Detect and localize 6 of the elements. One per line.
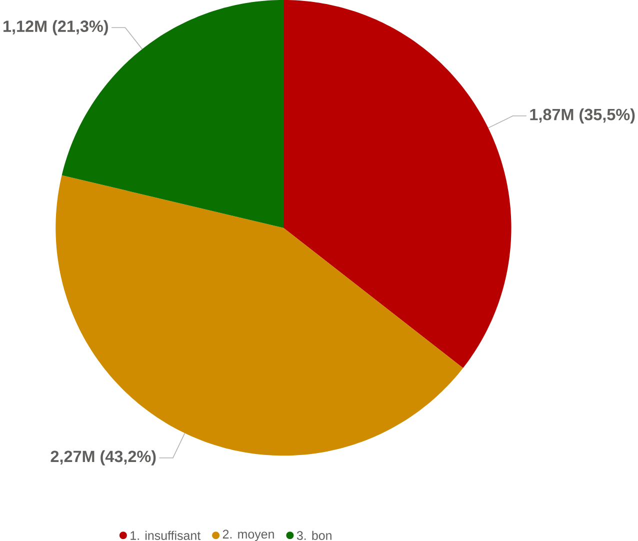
legend-label: 2. moyen bbox=[222, 530, 274, 541]
data-label: 2,27M (43,2%) bbox=[50, 450, 156, 466]
data-label: 1,87M (35,5%) bbox=[530, 108, 635, 124]
data-label: 1,12M (21,3%) bbox=[4, 20, 108, 36]
legend-label: 3. bon bbox=[296, 530, 332, 540]
legend-label: 1. insuffisant bbox=[130, 530, 201, 540]
